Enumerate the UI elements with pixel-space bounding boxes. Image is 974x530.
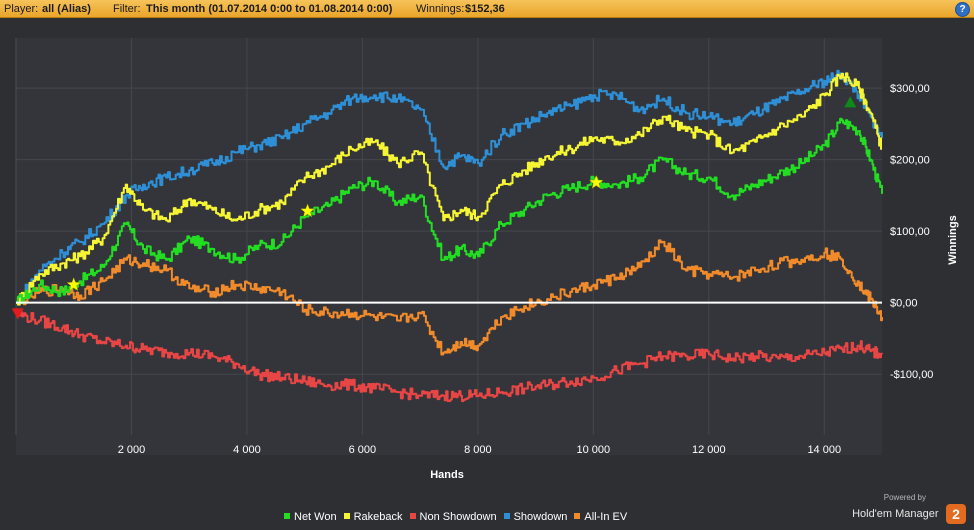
player-label: Player: (4, 3, 39, 15)
x-tick-label: 2 000 (118, 444, 146, 456)
filter-label: Filter: (113, 3, 141, 15)
x-tick-label: 10 000 (577, 444, 611, 456)
legend-swatch-icon (343, 513, 350, 520)
winnings-label: Winnings: (416, 3, 465, 15)
series-line-all-in-ev (16, 239, 883, 356)
legend-label: Rakeback (353, 511, 403, 523)
winnings-chart: 2 000 4 000 6 000 8 000 10 000 12 000 14 000 $… (11, 38, 959, 481)
legend-label: All-In EV (584, 511, 628, 523)
x-axis-label: Hands (430, 469, 464, 481)
hm2-logo-icon: 2 (946, 504, 966, 524)
player-value: all (Alias) (42, 3, 91, 15)
legend-item-non-showdown[interactable]: Non Showdown (409, 511, 497, 523)
legend-label: Net Won (294, 511, 337, 523)
triangle-up-marker-icon (844, 96, 857, 108)
legend-label: Non Showdown (419, 511, 497, 523)
winnings-value: $152,36 (465, 3, 505, 15)
legend-swatch-icon (284, 513, 290, 520)
brand-name: Hold'em Manager (852, 508, 939, 520)
y-tick-label: $200,00 (890, 155, 930, 167)
event-markers (11, 96, 857, 320)
x-tick-label: 12 000 (692, 444, 726, 456)
filter-value: This month (01.07.2014 0:00 to 01.08.201… (146, 3, 393, 15)
x-tick-label: 6 000 (349, 444, 377, 456)
legend: Net Won Rakeback Non Showdown Showdown All-I… (284, 511, 634, 523)
powered-by-text: Powered by (883, 493, 926, 502)
branding: Powered by Hold'em Manager 2 (852, 493, 966, 524)
y-tick-labels: $300,00 $200,00 $100,00 $0,00 -$100,00 (890, 83, 933, 381)
x-tick-labels: 2 000 4 000 6 000 8 000 10 000 12 000 14 000 (118, 444, 841, 456)
legend-swatch-icon (574, 513, 581, 520)
legend-swatch-icon (503, 513, 510, 520)
y-tick-label: $0,00 (890, 298, 918, 310)
series-line-rakeback (16, 72, 882, 306)
x-tick-label: 8 000 (464, 444, 492, 456)
series-line-non-showdown (16, 310, 883, 403)
triangle-down-marker-icon (11, 308, 24, 320)
star-marker-icon (66, 277, 82, 291)
series-line-net-won (16, 117, 883, 305)
x-tick-label: 14 000 (807, 444, 841, 456)
legend-label: Showdown (513, 511, 568, 523)
legend-swatch-icon (409, 513, 416, 520)
plot-area (16, 38, 882, 455)
legend-item-net-won[interactable]: Net Won (284, 511, 337, 523)
star-marker-icon (300, 203, 315, 218)
x-grid (130, 38, 825, 435)
y-axis-label: Winnings (947, 215, 959, 264)
y-tick-label: $300,00 (890, 83, 930, 95)
series-lines (16, 69, 883, 403)
filter-bar: Player: all (Alias) Filter: This month (… (0, 0, 974, 18)
y-tick-label: $100,00 (890, 226, 930, 238)
star-marker-icon (588, 174, 604, 189)
series-line-showdown (16, 69, 883, 304)
legend-item-rakeback[interactable]: Rakeback (343, 511, 403, 523)
legend-item-all-in-ev[interactable]: All-In EV (574, 511, 627, 523)
legend-item-showdown[interactable]: Showdown (503, 511, 568, 523)
x-tick-label: 4 000 (233, 444, 261, 456)
help-icon[interactable]: ? (955, 2, 970, 17)
y-tick-label: -$100,00 (890, 369, 933, 381)
